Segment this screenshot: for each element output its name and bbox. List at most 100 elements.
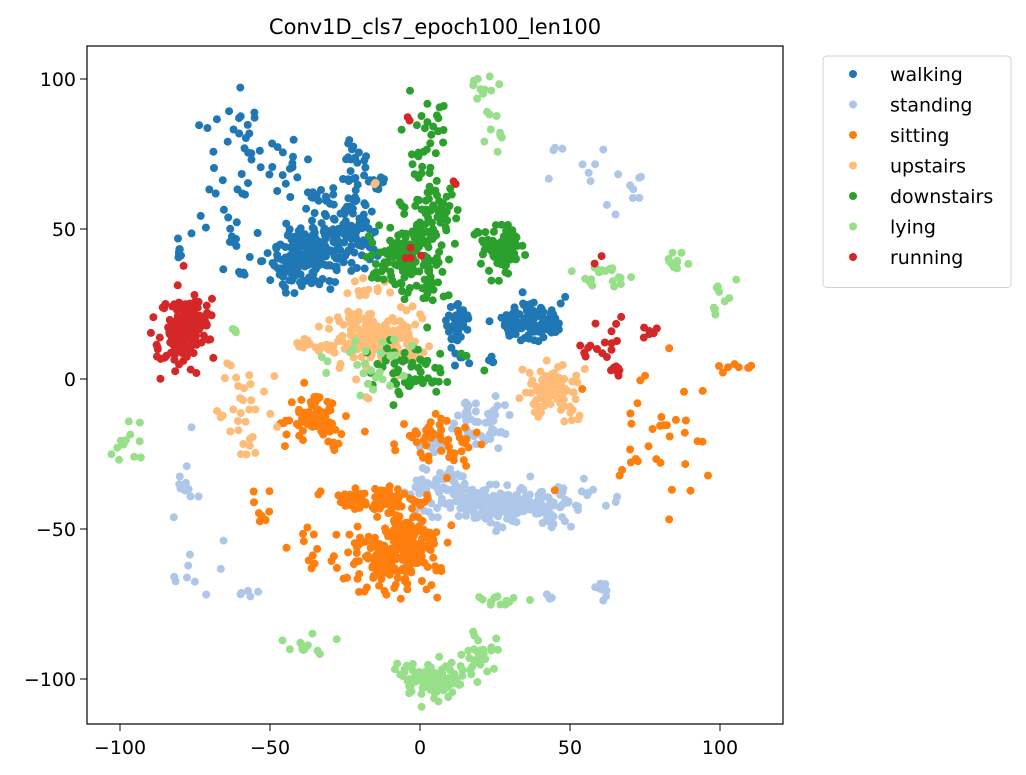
walking-point (344, 224, 353, 233)
downstairs-point (400, 356, 409, 365)
upstairs-point (546, 400, 555, 409)
sitting-point (578, 385, 587, 393)
sitting-point (265, 487, 274, 496)
lying-point (475, 593, 484, 602)
upstairs-point (562, 386, 571, 395)
walking-point (453, 336, 462, 345)
lying-point (432, 681, 441, 690)
lying-point (421, 667, 430, 676)
upstairs-point (364, 310, 373, 319)
upstairs-point (273, 422, 282, 431)
standing-point (526, 472, 535, 481)
sitting-point (444, 435, 453, 444)
x-tick-label: −50 (250, 737, 290, 759)
upstairs-point (402, 306, 411, 315)
standing-point (450, 487, 459, 496)
walking-point (518, 288, 527, 297)
legend: walking standing sitting upstairs downstairs… (822, 55, 1012, 288)
sitting-point (360, 427, 369, 436)
walking-point (510, 303, 519, 312)
standing-point (459, 485, 468, 494)
sitting-point (351, 484, 360, 493)
upstairs-point (550, 390, 558, 398)
legend-box (822, 55, 1012, 288)
sitting-point (693, 437, 702, 446)
standing-point (494, 503, 503, 512)
lying-point (115, 455, 123, 464)
running-point (204, 335, 213, 344)
running-point (195, 318, 204, 327)
walking-point (516, 336, 525, 345)
running-point (406, 253, 415, 262)
upstairs-point (540, 384, 549, 393)
lying-point (479, 645, 488, 654)
sitting-point (704, 471, 712, 480)
downstairs-point (521, 251, 530, 259)
walking-point (304, 239, 313, 247)
lying-point (610, 282, 619, 291)
sitting-point (265, 507, 274, 516)
running-point (612, 337, 621, 345)
walking-point (205, 185, 214, 194)
standing-point (503, 514, 512, 523)
lying-point (526, 596, 534, 604)
standing-point (184, 561, 193, 570)
sitting-point (550, 486, 559, 495)
running-point (649, 329, 658, 338)
walking-point (352, 264, 361, 272)
sitting-point (447, 521, 456, 530)
walking-point (235, 114, 243, 123)
lying-point (492, 112, 501, 120)
lying-point (434, 697, 443, 706)
sitting-point (280, 442, 289, 451)
sitting-point (374, 487, 383, 496)
walking-point (322, 196, 331, 205)
walking-point (444, 327, 453, 336)
running-point (597, 252, 606, 261)
y-tick-label: 100 (40, 69, 76, 91)
downstairs-point (481, 228, 490, 237)
sitting-point (394, 502, 403, 511)
standing-point (462, 507, 471, 516)
sitting-point (681, 416, 690, 425)
walking-point (350, 248, 359, 257)
sitting-point (665, 432, 674, 441)
sitting-point (680, 428, 689, 437)
downstairs-point (400, 348, 409, 357)
standing-point (453, 470, 462, 479)
standing-point (181, 478, 190, 487)
upstairs-point (373, 287, 382, 295)
upstairs-point (376, 331, 385, 340)
sitting-point (412, 438, 421, 447)
lying-point (278, 636, 287, 645)
downstairs-point (423, 254, 432, 262)
walking-point (549, 310, 558, 319)
sitting-point (312, 422, 321, 431)
series-lying (107, 72, 741, 711)
y-tick-label: −50 (36, 519, 76, 541)
walking-point (308, 230, 317, 239)
sitting-point (343, 573, 351, 582)
walking-point (329, 225, 338, 234)
sitting-point (287, 398, 296, 407)
upstairs-point (296, 340, 305, 348)
running-point (607, 327, 616, 336)
lying-point (356, 391, 365, 400)
upstairs-point (355, 291, 364, 300)
standing-point (429, 480, 437, 489)
walking-point (325, 261, 334, 270)
walking-point (297, 282, 306, 290)
walking-point (265, 170, 274, 179)
sitting-point (325, 418, 334, 427)
sitting-point (409, 513, 418, 522)
sitting-point (297, 395, 306, 404)
lying-point (487, 86, 496, 95)
lying-point (377, 349, 386, 358)
sitting-point (381, 524, 390, 533)
sitting-point (362, 583, 371, 592)
lying-point (285, 645, 294, 654)
walking-point (286, 251, 295, 260)
legend-label-lying: lying (890, 217, 936, 239)
walking-point (273, 187, 282, 195)
running-point (195, 325, 203, 334)
